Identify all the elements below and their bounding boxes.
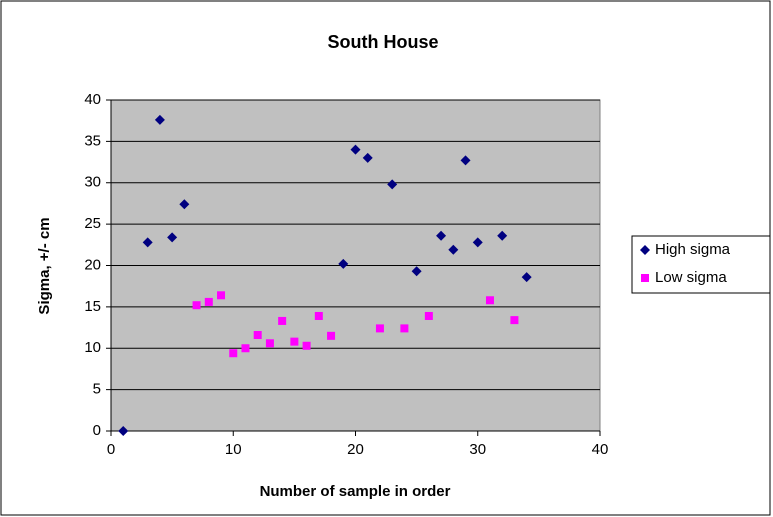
- y-axis-label: Sigma, +/- cm: [36, 217, 53, 314]
- point: [350, 144, 361, 155]
- point: [167, 232, 178, 243]
- point: [241, 344, 250, 353]
- x-tick-label: 20: [347, 441, 364, 458]
- y-tick-label: 35: [84, 132, 101, 149]
- y-tick-label: 15: [84, 298, 101, 315]
- y-tick-label: 0: [93, 422, 101, 439]
- point: [314, 311, 323, 320]
- point: [362, 152, 373, 163]
- point: [510, 316, 519, 325]
- point: [142, 237, 153, 248]
- y-tick-label: 40: [84, 91, 101, 108]
- point: [448, 244, 459, 255]
- point: [204, 297, 213, 306]
- point: [472, 237, 483, 248]
- legend-label: Low sigma: [655, 269, 727, 286]
- point: [375, 324, 384, 333]
- point: [460, 155, 471, 166]
- point: [400, 324, 409, 333]
- point: [253, 331, 262, 340]
- point: [278, 316, 287, 325]
- point: [338, 258, 349, 269]
- point: [497, 230, 508, 241]
- x-axis-label: Number of sample in order: [260, 483, 451, 500]
- x-tick-label: 10: [225, 441, 242, 458]
- y-tick-label: 5: [93, 381, 101, 398]
- y-tick-label: 25: [84, 215, 101, 232]
- point: [229, 349, 238, 358]
- x-tick-label: 30: [469, 441, 486, 458]
- point: [424, 311, 433, 320]
- point: [217, 291, 226, 300]
- y-tick-label: 30: [84, 174, 101, 191]
- point: [192, 301, 201, 310]
- point: [641, 274, 649, 282]
- point: [265, 339, 274, 348]
- point: [290, 337, 299, 346]
- point: [411, 266, 422, 277]
- point: [485, 296, 494, 305]
- legend-label: High sigma: [655, 241, 731, 258]
- legend-box: [631, 235, 771, 294]
- point: [640, 245, 650, 255]
- point: [387, 179, 398, 190]
- x-tick-label: 0: [107, 441, 115, 458]
- point: [327, 331, 336, 340]
- point: [436, 230, 447, 241]
- y-tick-label: 20: [84, 256, 101, 273]
- x-tick-label: 40: [592, 441, 609, 458]
- point: [302, 341, 311, 350]
- y-tick-label: 10: [84, 339, 101, 356]
- point: [521, 272, 532, 283]
- point: [179, 199, 190, 210]
- chart-title: South House: [328, 32, 439, 52]
- point: [118, 426, 129, 436]
- point: [154, 114, 165, 125]
